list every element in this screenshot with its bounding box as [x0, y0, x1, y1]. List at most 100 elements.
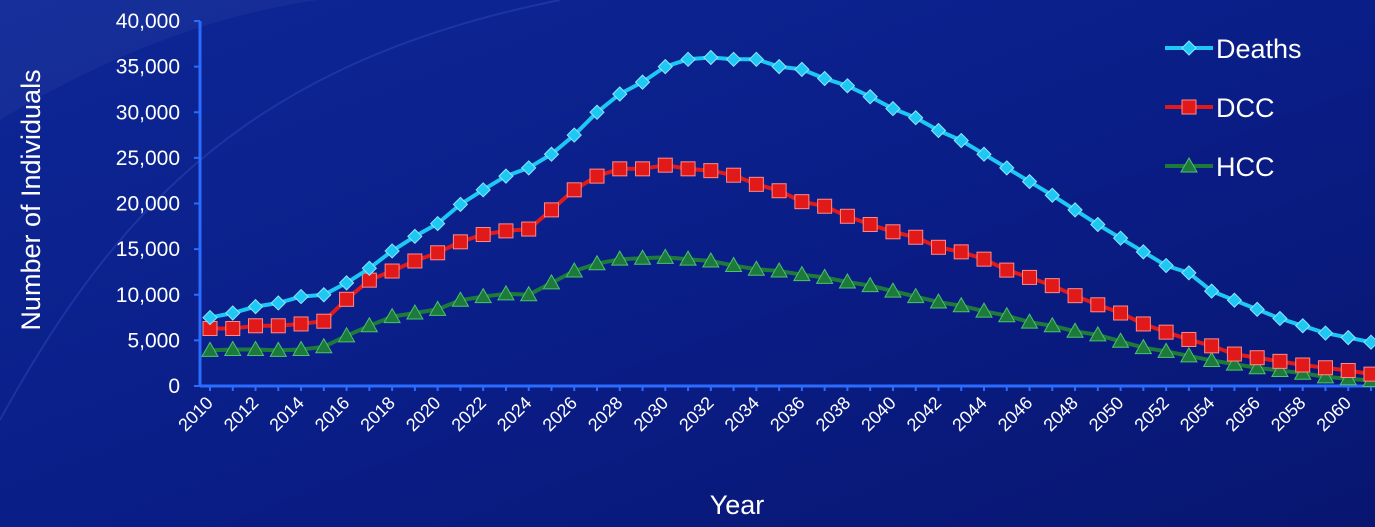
data-point-hcc — [838, 272, 857, 289]
data-point-dcc — [908, 229, 924, 245]
data-point-deaths — [953, 132, 969, 149]
data-point-hcc — [610, 250, 629, 266]
data-point-hcc — [724, 256, 743, 273]
x-axis-title: Year — [710, 490, 765, 520]
data-point-hcc — [451, 291, 470, 307]
data-point-deaths — [999, 160, 1015, 176]
data-point-dcc — [1022, 269, 1038, 285]
data-point-deaths — [1226, 292, 1243, 308]
data-point-hcc — [519, 285, 538, 302]
data-point-hcc — [815, 268, 834, 284]
data-point-hcc — [1225, 355, 1244, 371]
y-tick-label: 5,000 — [127, 329, 180, 352]
data-point-deaths — [566, 127, 582, 143]
data-point-deaths — [543, 146, 560, 162]
data-point-dcc — [1067, 288, 1083, 304]
data-point-dcc — [316, 313, 332, 329]
y-tick-label: 35,000 — [116, 56, 180, 79]
data-point-dcc — [1295, 357, 1311, 373]
data-point-deaths — [680, 51, 696, 68]
data-point-deaths — [361, 260, 378, 276]
data-point-hcc — [952, 296, 971, 313]
data-point-deaths — [930, 122, 947, 139]
data-point-dcc — [748, 176, 764, 192]
data-point-dcc — [498, 223, 514, 239]
data-point-dcc — [452, 234, 468, 250]
data-point-hcc — [975, 302, 993, 318]
data-point-dcc — [248, 318, 264, 334]
y-tick-label: 0 — [168, 375, 180, 398]
data-point-dcc — [1044, 278, 1060, 294]
data-point-hcc — [337, 326, 356, 343]
data-point-dcc — [1272, 353, 1288, 369]
data-point-deaths — [1044, 187, 1061, 203]
data-point-hcc — [1066, 322, 1084, 338]
data-point-hcc — [679, 250, 697, 266]
data-point-hcc — [1088, 325, 1107, 342]
data-point-hcc — [793, 265, 811, 282]
data-point-hcc — [428, 300, 447, 316]
legend-label-dcc: DCC — [1216, 93, 1275, 123]
data-point-dcc — [543, 202, 559, 218]
data-point-deaths — [1090, 216, 1106, 233]
data-point-dcc — [999, 262, 1015, 278]
data-point-hcc — [884, 282, 902, 298]
background-arc — [0, 0, 561, 421]
data-point-dcc — [771, 183, 787, 199]
data-point-deaths — [839, 78, 856, 94]
data-point-deaths — [225, 305, 241, 321]
data-point-deaths — [384, 243, 400, 259]
data-point-hcc — [1316, 367, 1335, 384]
data-point-dcc — [680, 161, 696, 177]
y-axis-title: Number of Individuals — [16, 69, 46, 330]
data-point-hcc — [1180, 346, 1198, 363]
data-point-dcc — [794, 194, 810, 210]
data-point-dcc — [589, 168, 605, 184]
data-point-deaths — [293, 288, 309, 305]
data-point-deaths — [1067, 202, 1083, 218]
data-point-dcc — [1135, 316, 1151, 332]
data-point-deaths — [475, 182, 491, 198]
data-point-deaths — [816, 70, 833, 87]
data-point-deaths — [338, 275, 355, 291]
data-point-hcc — [542, 273, 561, 290]
data-point-dcc — [839, 208, 855, 224]
data-point-dcc — [930, 239, 946, 255]
data-point-dcc — [430, 245, 446, 261]
series-line-dcc — [210, 163, 1372, 377]
data-point-deaths — [1340, 329, 1356, 346]
data-point-deaths — [725, 51, 742, 68]
legend-marker-hcc — [1180, 156, 1198, 173]
data-point-hcc — [770, 262, 788, 278]
y-tick-label: 25,000 — [116, 147, 180, 170]
data-point-hcc — [997, 306, 1016, 323]
data-point-deaths — [1158, 257, 1174, 274]
y-tick-label: 15,000 — [116, 238, 180, 261]
series-layer — [201, 49, 1375, 388]
data-point-deaths — [657, 58, 674, 75]
data-point-deaths — [429, 215, 446, 232]
legend: Deaths DCC HCC — [1165, 34, 1302, 182]
data-point-dcc — [1363, 366, 1375, 382]
data-point-hcc — [246, 340, 265, 356]
data-point-deaths — [794, 61, 810, 78]
data-point-deaths — [452, 196, 469, 213]
data-point-deaths — [612, 86, 628, 102]
data-point-dcc — [657, 157, 673, 173]
data-point-deaths — [202, 309, 218, 326]
data-point-dcc — [293, 316, 309, 332]
data-point-dcc — [612, 161, 628, 177]
data-point-hcc — [383, 307, 401, 324]
data-point-hcc — [201, 341, 219, 357]
legend-item-hcc: HCC — [1165, 152, 1275, 182]
data-point-hcc — [565, 262, 584, 278]
data-point-dcc — [270, 318, 286, 334]
series-line-deaths — [209, 55, 1372, 345]
data-point-dcc — [225, 321, 241, 337]
data-point-dcc — [1317, 360, 1333, 376]
data-point-hcc — [1111, 332, 1130, 348]
data-point-dcc — [566, 182, 582, 198]
y-tick-label: 10,000 — [116, 284, 180, 307]
